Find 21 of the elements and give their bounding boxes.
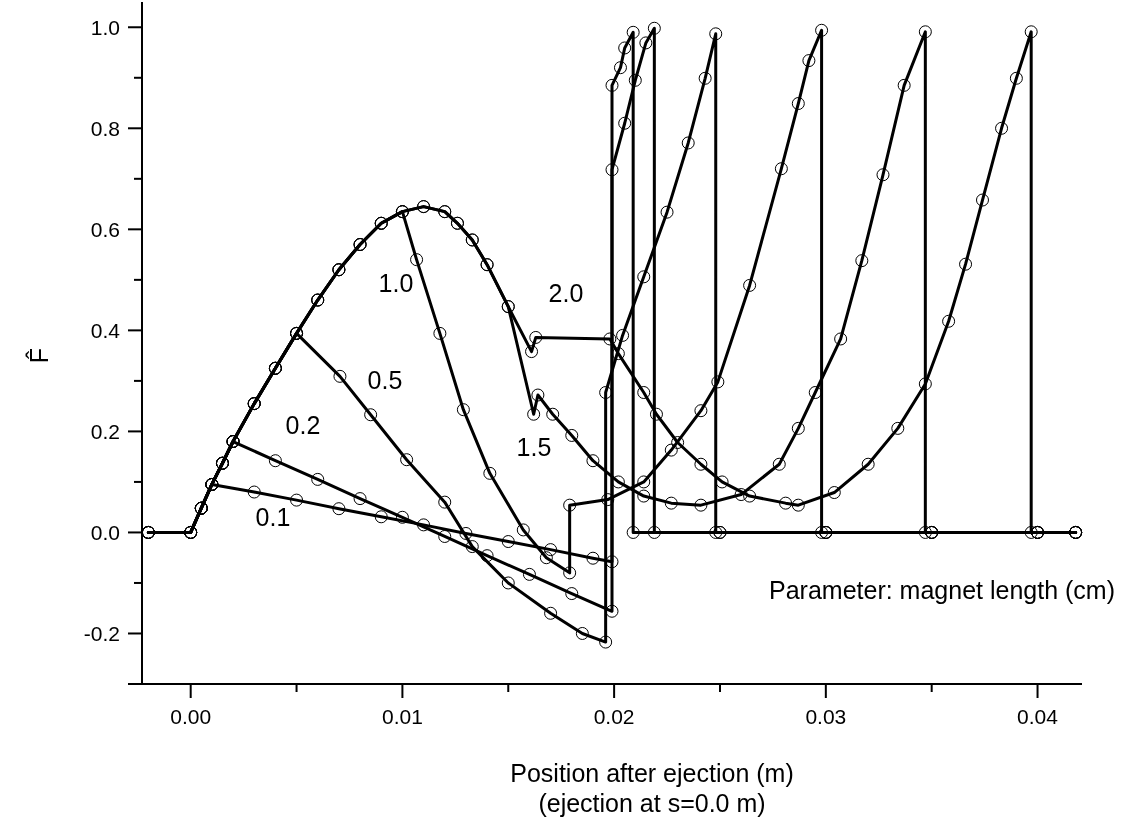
annotation: Parameter: magnet length (cm) (769, 576, 1115, 605)
y-tick-label: 0.2 (90, 419, 120, 443)
y-tick-label: -0.2 (83, 621, 120, 645)
y-axis-title: F̂ (24, 347, 53, 364)
series-label: 2.0 (548, 278, 584, 307)
x-tick-label: 0.04 (1017, 705, 1059, 728)
series-label: 0.2 (285, 410, 321, 439)
x-axis-title: Position after ejection (m) (ejection at s=0.0 m) (510, 759, 794, 817)
series-label: 1.5 (516, 432, 552, 461)
y-tick-label: 1.0 (90, 15, 120, 39)
series-label: 0.1 (255, 502, 291, 531)
y-tick-label: 0.6 (90, 217, 120, 241)
y-tick-label: 0.0 (90, 520, 120, 544)
y-tick-label: 0.4 (90, 318, 121, 342)
x-tick-label: 0.01 (381, 705, 423, 728)
y-tick-label: 0.8 (90, 116, 120, 140)
x-tick-label: 0.02 (593, 705, 635, 728)
series-label: 1.0 (378, 268, 414, 297)
x-tick-label: 0.03 (805, 705, 847, 728)
series-label: 0.5 (367, 365, 403, 394)
x-tick-label: 0.00 (170, 705, 212, 728)
